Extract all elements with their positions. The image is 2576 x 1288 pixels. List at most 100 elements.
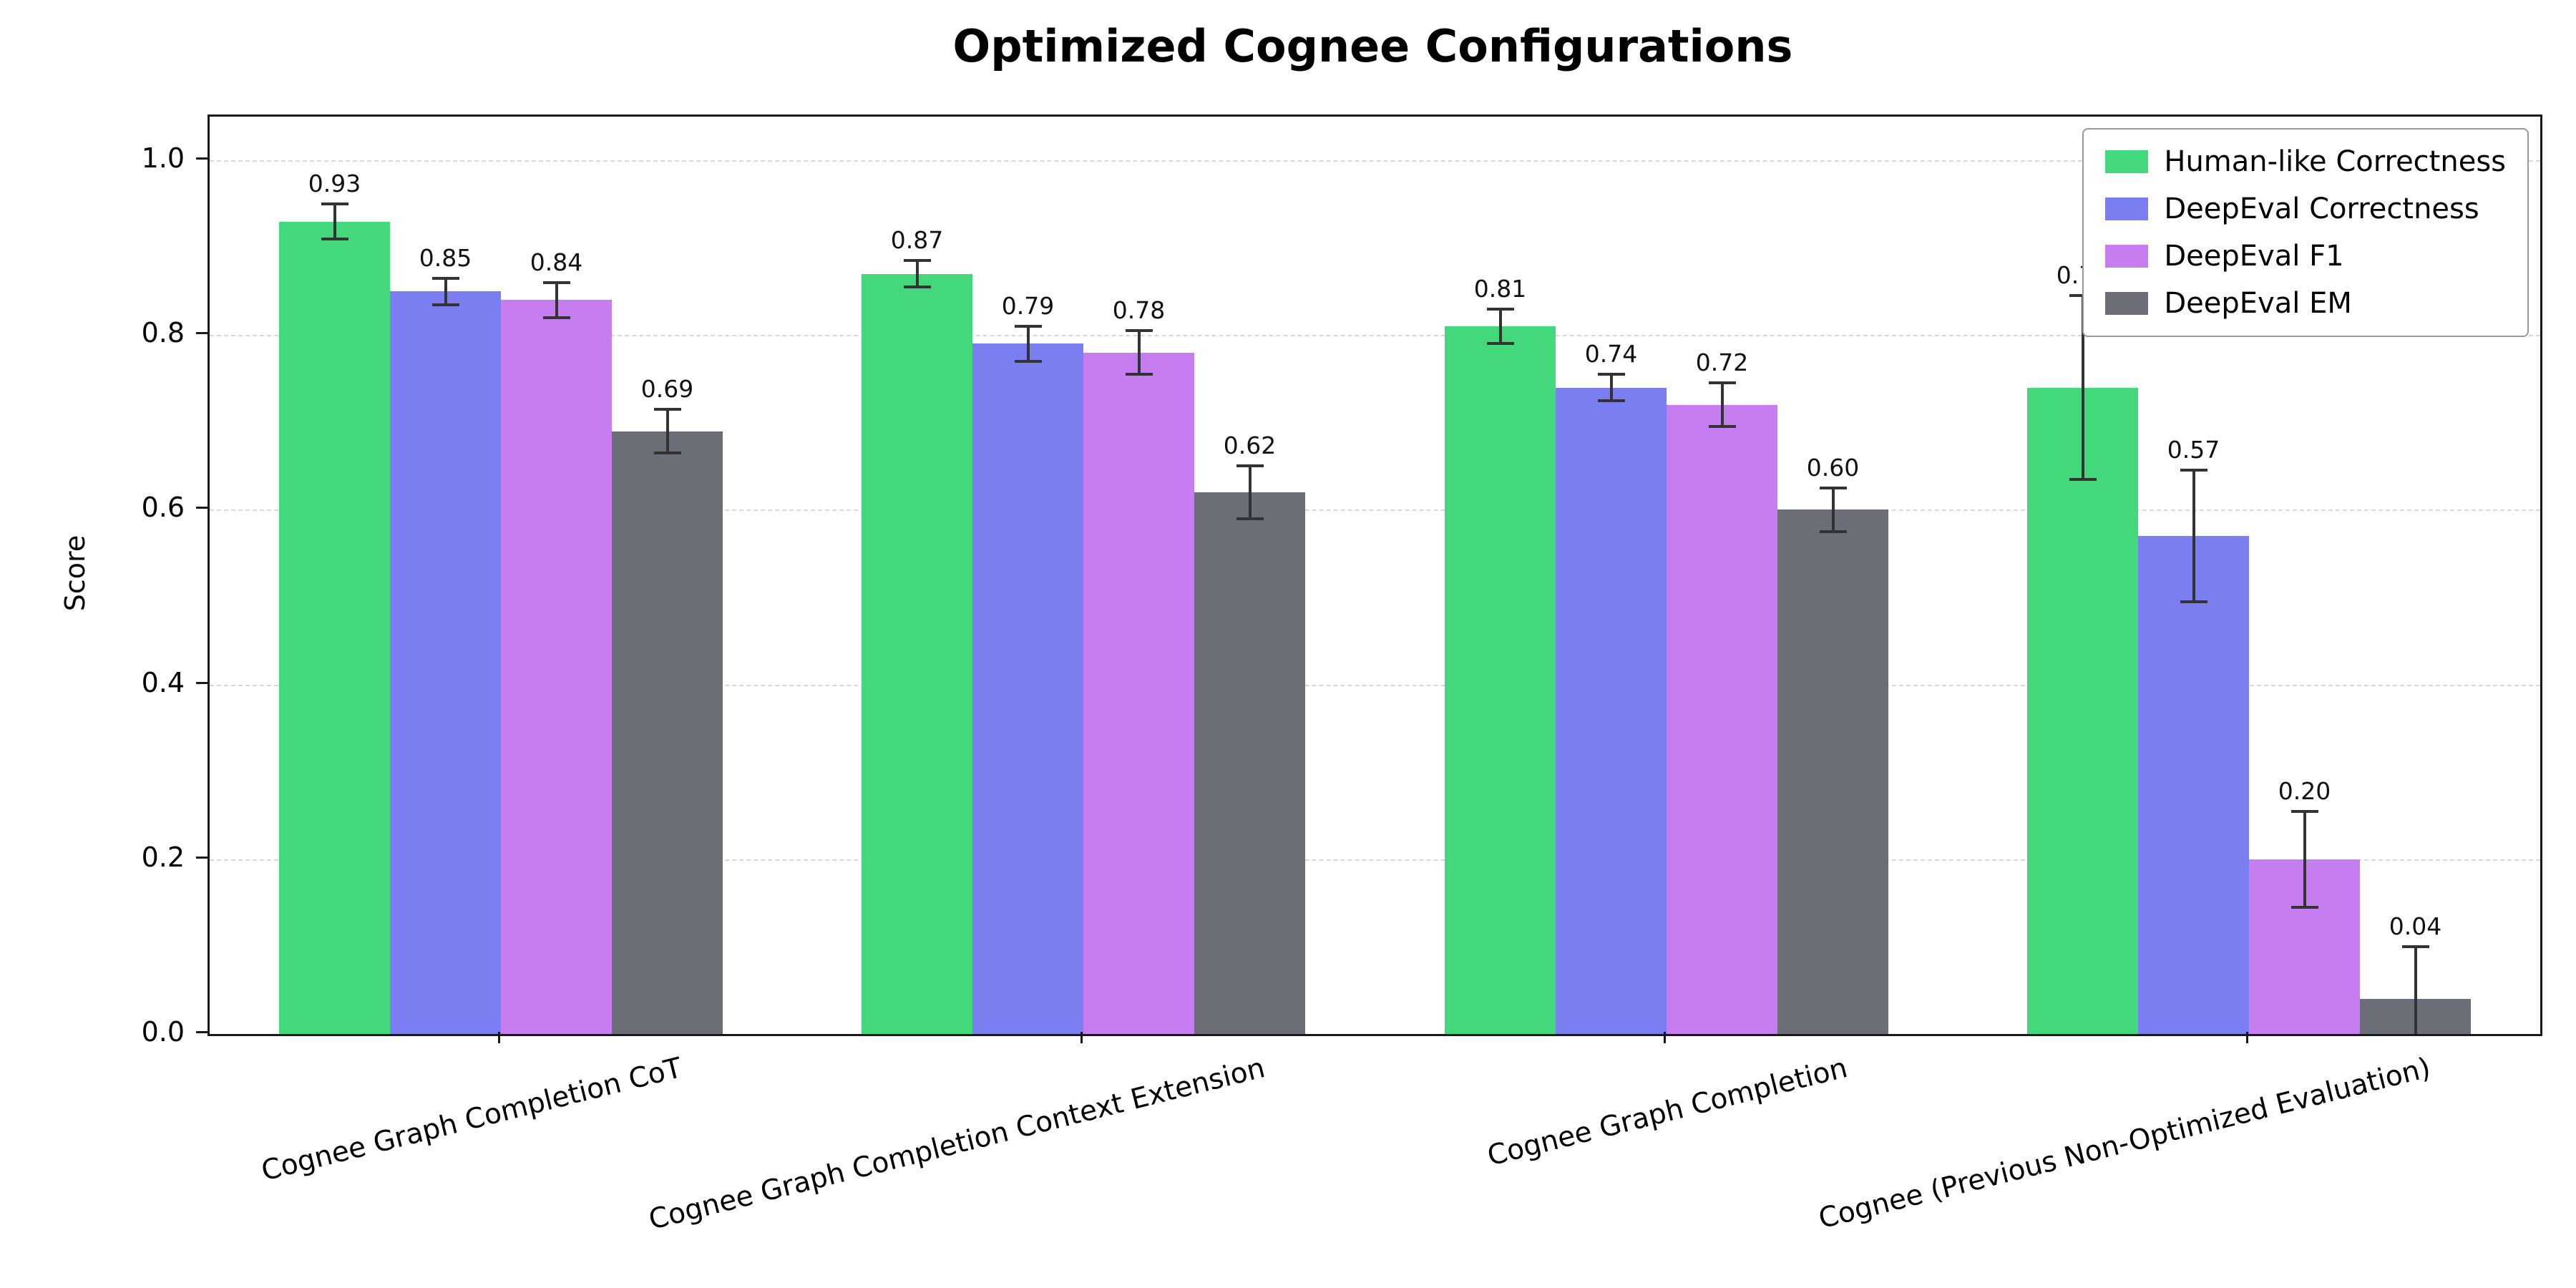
bar [2138,536,2249,1034]
y-tick-mark [196,332,208,335]
y-tick-label: 0.6 [141,492,185,524]
legend-label: Human-like Correctness [2164,145,2506,178]
y-tick-label: 0.8 [141,317,185,349]
legend-swatch [2105,150,2149,173]
legend-label: DeepEval Correctness [2164,192,2479,225]
plot-area: 0.930.870.810.740.850.790.740.570.840.78… [208,114,2542,1036]
error-bar-cap-top [1486,307,1514,311]
bar-value-label: 0.57 [2167,436,2220,464]
error-bar [2303,811,2306,907]
x-tick-mark [1080,1032,1083,1043]
y-tick-mark [196,1031,208,1033]
error-bar-cap-bottom [321,237,348,240]
legend-label: DeepEval EM [2164,287,2352,320]
bar-value-label: 0.04 [2389,912,2442,940]
error-bar-cap-bottom [2069,477,2097,481]
bar-value-label: 0.62 [1223,431,1277,460]
error-bar-cap-top [1125,329,1153,333]
error-bar-cap-bottom [1486,342,1514,346]
bar [1777,509,1888,1034]
gridline [210,335,2540,337]
error-bar-cap-top [2290,809,2318,813]
bar-value-label: 0.93 [308,170,361,198]
error-bar-cap-top [903,259,931,263]
y-tick-label: 0.4 [141,666,185,698]
x-tick-label: Cognee Graph Completion [1484,1052,1851,1173]
legend: Human-like Correctness DeepEval Correctne… [2082,128,2529,337]
legend-swatch [2105,292,2149,315]
error-bar [2414,946,2417,1034]
bar [862,273,972,1034]
error-bar [1498,308,1502,344]
error-bar-cap-bottom [2290,905,2318,909]
y-axis-label: Score [59,535,91,612]
error-bar-cap-top [1597,373,1625,376]
y-tick-mark [196,507,208,509]
error-bar [2192,470,2195,602]
error-bar-cap-top [1014,325,1042,328]
gridline [210,509,2540,512]
bar [972,343,1083,1034]
error-bar [333,204,336,239]
error-bar-cap-bottom [1597,399,1625,402]
y-tick-label: 0.2 [141,841,185,873]
bar-value-label: 0.78 [1112,296,1166,325]
gridline [210,859,2540,861]
y-tick-mark [196,856,208,859]
gridline [210,684,2540,686]
error-bar [1609,374,1613,401]
bar [501,300,612,1034]
error-bar-cap-top [321,203,348,206]
error-bar-cap-top [2180,469,2207,472]
legend-item: Human-like Correctness [2105,145,2506,178]
error-bar-cap-bottom [653,452,681,455]
bar-value-label: 0.72 [1695,348,1749,377]
error-bar [2081,296,2084,479]
bar-value-label: 0.20 [2278,776,2331,805]
bar [1083,352,1194,1034]
legend-label: DeepEval F1 [2164,240,2344,273]
bar-value-label: 0.85 [419,243,472,272]
bar [279,221,390,1034]
legend-item: DeepEval Correctness [2105,192,2506,225]
error-bar-cap-bottom [903,286,931,289]
bar [1667,404,1777,1034]
x-tick-mark [1663,1032,1666,1043]
error-bar [915,260,919,288]
bar-value-label: 0.84 [530,248,583,276]
x-tick-label: Cognee Graph Completion Context Extensio… [645,1052,1269,1236]
error-bar-cap-bottom [2180,600,2207,603]
error-bar [1026,326,1030,361]
bar [390,291,501,1034]
error-bar-cap-bottom [1819,530,1847,533]
bar-value-label: 0.87 [890,226,944,255]
x-tick-mark [2245,1032,2248,1043]
error-bar-cap-top [2401,945,2429,948]
y-tick-label: 1.0 [141,142,185,175]
x-tick-label: Cognee Graph Completion CoT [258,1052,686,1188]
bar-value-label: 0.60 [1806,453,1860,482]
error-bar [665,409,669,454]
error-bar-cap-top [1819,486,1847,489]
error-bar-cap-bottom [1125,373,1153,376]
legend-item: DeepEval F1 [2105,240,2506,273]
error-bar [1248,466,1252,519]
y-tick-mark [196,681,208,684]
error-bar-cap-bottom [1708,425,1736,429]
error-bar-cap-top [1708,381,1736,385]
error-bar-cap-bottom [1236,517,1264,520]
error-bar [1720,383,1724,427]
bar [1445,326,1556,1034]
gridline [210,160,2540,162]
error-bar-cap-top [431,276,459,280]
error-bar-cap-bottom [431,303,459,306]
error-bar [1831,487,1835,532]
error-bar [444,278,447,305]
error-bar-cap-top [542,280,570,284]
y-tick-mark [196,157,208,160]
legend-swatch [2105,197,2149,220]
bar [1194,492,1305,1034]
bar [1556,387,1667,1034]
bar-value-label: 0.74 [1584,340,1638,369]
